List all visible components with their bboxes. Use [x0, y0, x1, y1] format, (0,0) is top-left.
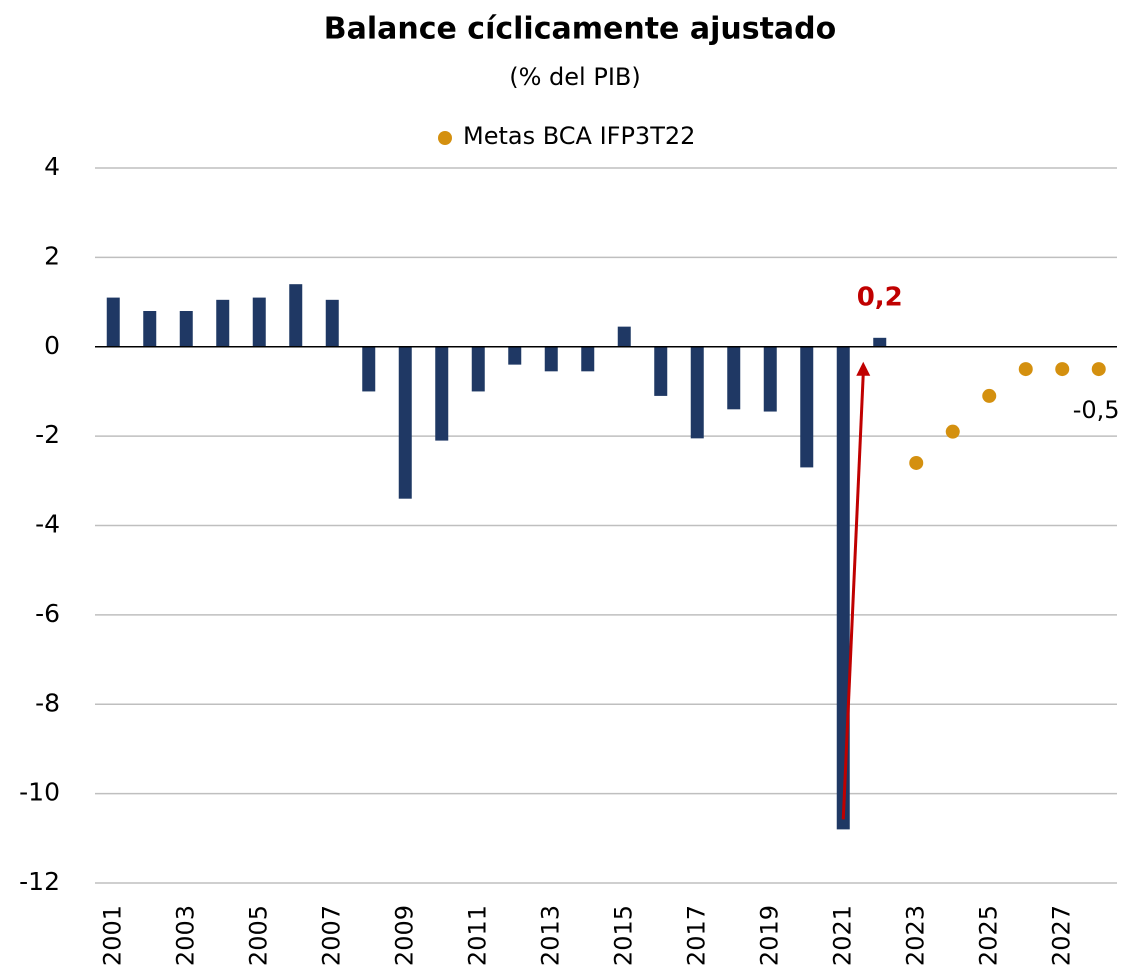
legend-marker — [438, 131, 452, 145]
dot — [1055, 362, 1070, 377]
bar — [216, 299, 230, 347]
y-tick-label: -2 — [35, 420, 60, 449]
bar — [362, 346, 376, 392]
x-tick-label: 2017 — [682, 905, 710, 966]
y-tick-label: 0 — [44, 331, 60, 360]
y-tick-label: -6 — [35, 599, 60, 628]
bar — [435, 346, 449, 441]
dot — [1091, 362, 1106, 377]
bar — [398, 346, 412, 499]
chart-subtitle: (% del PIB) — [509, 63, 640, 91]
x-tick-label: 2021 — [828, 905, 856, 966]
bar — [508, 346, 522, 365]
x-tick-label: 2023 — [901, 905, 929, 966]
x-tick-label: 2015 — [609, 905, 637, 966]
x-tick-label: 2009 — [390, 905, 418, 966]
bar — [289, 284, 303, 347]
bar — [106, 297, 120, 347]
x-tick-label: 2007 — [317, 905, 345, 966]
y-tick-label: -12 — [19, 867, 60, 896]
dot — [945, 424, 960, 439]
y-tick-label: 2 — [44, 241, 60, 270]
x-tick-label: 2027 — [1047, 905, 1075, 966]
bar — [690, 346, 704, 439]
bar — [617, 326, 631, 347]
y-tick-label: -8 — [35, 688, 60, 717]
x-tick-label: 2001 — [98, 905, 126, 966]
bar — [179, 311, 193, 347]
x-tick-label: 2005 — [244, 905, 272, 966]
bar — [471, 346, 485, 392]
value-label: -0,5 — [1073, 396, 1120, 424]
y-tick-label: -4 — [35, 510, 60, 539]
dot — [1018, 362, 1033, 377]
x-tick-label: 2011 — [463, 905, 491, 966]
bar — [143, 311, 157, 347]
bar — [325, 299, 339, 347]
y-tick-label: 4 — [44, 152, 60, 181]
bar — [252, 297, 266, 347]
chart-title: Balance cíclicamente ajustado — [324, 12, 837, 47]
bar — [763, 346, 777, 412]
x-tick-label: 2003 — [171, 905, 199, 966]
bar — [544, 346, 558, 372]
annotation-arrow — [841, 373, 865, 820]
x-tick-label: 2019 — [755, 905, 783, 966]
bar — [873, 337, 887, 347]
dot — [909, 455, 924, 470]
annotation-arrowhead — [856, 361, 871, 376]
value-label: 0,2 — [857, 282, 903, 312]
y-tick-label: -10 — [19, 778, 60, 807]
x-tick-label: 2013 — [536, 905, 564, 966]
dot — [982, 388, 997, 403]
legend-label: Metas BCA IFP3T22 — [463, 122, 695, 150]
bar — [800, 346, 814, 468]
bar — [836, 346, 850, 830]
bar — [654, 346, 668, 396]
bar — [727, 346, 741, 410]
bar — [581, 346, 595, 372]
x-tick-label: 2025 — [974, 905, 1002, 966]
